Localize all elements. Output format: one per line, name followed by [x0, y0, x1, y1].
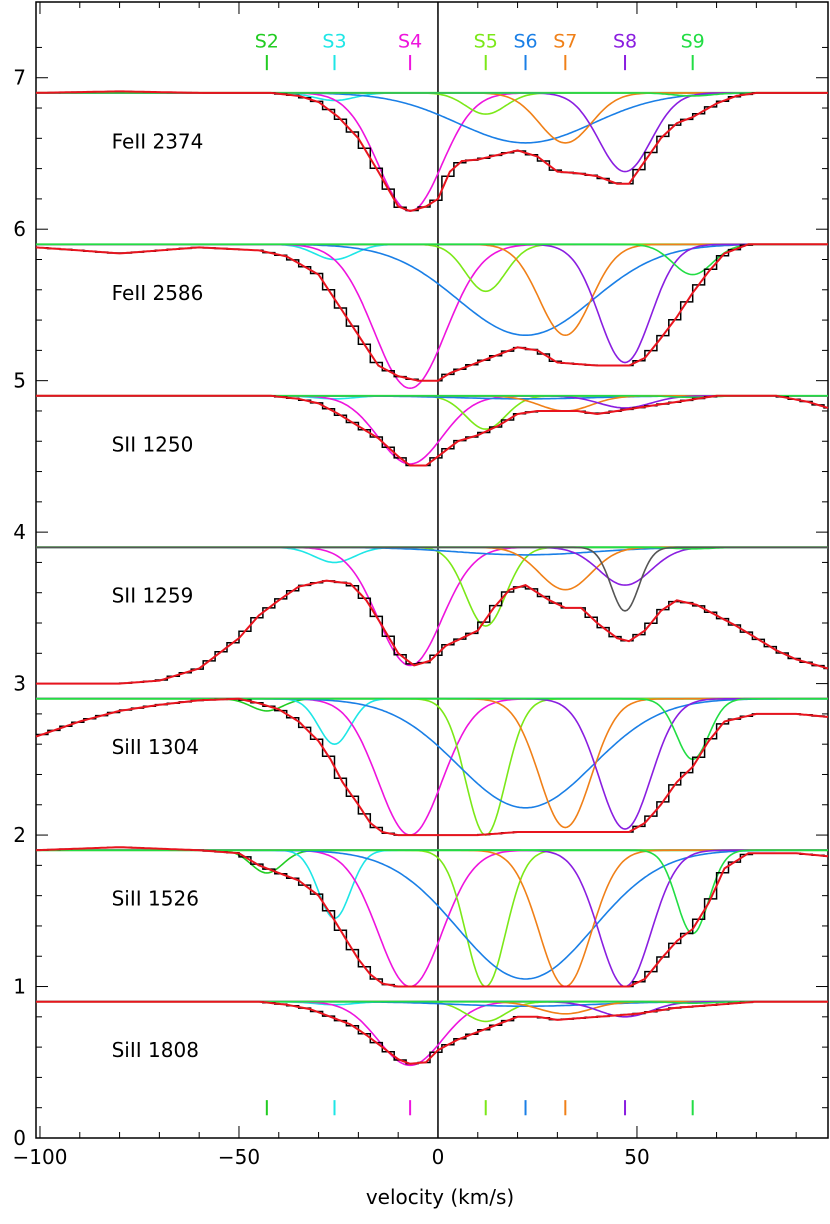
- panel-5: SiII 1304: [35, 697, 829, 837]
- component-label-s4: S4: [398, 30, 422, 52]
- panel-label: SiII 1808: [112, 1038, 199, 1062]
- component-label-s8: S8: [613, 30, 637, 52]
- total-fit-line: [36, 579, 829, 685]
- panel-label: SII 1259: [112, 584, 194, 608]
- y-tick-label: 3: [13, 672, 26, 696]
- total-fit-line: [35, 243, 828, 382]
- y-tick-label: 0: [13, 1126, 26, 1150]
- total-fit-line: [35, 846, 829, 988]
- panel-3: SII 1250: [36, 394, 829, 467]
- component-label-s3: S3: [322, 30, 346, 52]
- component-label-s9: S9: [681, 30, 705, 52]
- extra-profile: [36, 546, 828, 612]
- axis-ticks: [36, 2, 828, 1139]
- panel-label: SiII 1304: [112, 735, 199, 759]
- y-tick-label: 5: [13, 369, 26, 393]
- total-fit-line: [36, 394, 829, 467]
- x-axis-label: velocity (km/s): [366, 1185, 514, 1209]
- total-fit-line: [35, 90, 828, 213]
- component-label-s5: S5: [474, 30, 498, 52]
- component-label-s6: S6: [513, 30, 537, 52]
- spectrum-data: [36, 580, 828, 685]
- x-tick-label: 50: [624, 1145, 649, 1169]
- y-tick-label: 1: [13, 975, 26, 999]
- component-label-s2: S2: [255, 30, 279, 52]
- y-tick-label: 6: [13, 217, 26, 241]
- panel-label: SiII 1526: [112, 887, 199, 911]
- x-tick-label: −100: [13, 1145, 68, 1169]
- panel-label: SII 1250: [112, 432, 194, 456]
- x-tick-label: 0: [432, 1145, 445, 1169]
- total-fit-line: [35, 697, 829, 837]
- panel-6: SiII 1526: [35, 846, 829, 988]
- component-profile-s9: [36, 243, 828, 276]
- panel-4: SII 1259: [36, 546, 829, 685]
- x-tick-label: −50: [218, 1145, 260, 1169]
- total-fit-line: [36, 1000, 828, 1065]
- panel-label: FeII 2374: [112, 129, 204, 153]
- plot-frame: [35, 1, 829, 1139]
- y-tick-label: 7: [13, 66, 26, 90]
- component-label-s7: S7: [553, 30, 577, 52]
- panel-2: FeII 2586: [35, 243, 828, 390]
- y-tick-label: 2: [13, 823, 26, 847]
- y-tick-label: 4: [13, 520, 26, 544]
- panel-label: FeII 2586: [112, 281, 204, 305]
- component-profile-s9: [36, 849, 828, 935]
- panel-7: SiII 1808: [36, 1000, 828, 1067]
- panel-1: FeII 2374: [35, 90, 828, 213]
